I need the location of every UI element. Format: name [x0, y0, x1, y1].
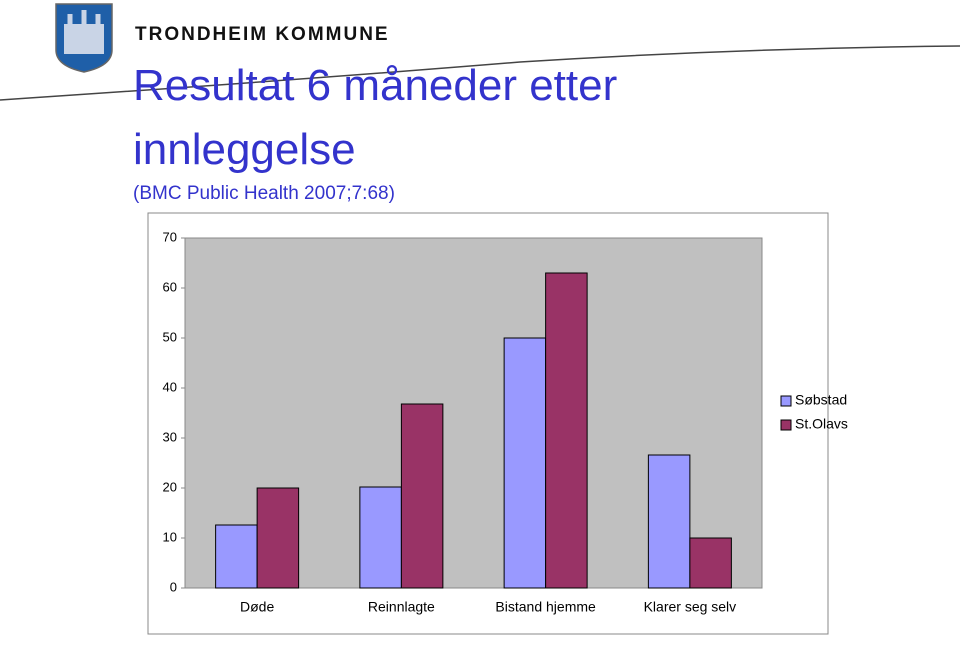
y-tick-label: 40	[163, 379, 177, 394]
subtitle: (BMC Public Health 2007;7:68)	[133, 183, 395, 204]
x-tick-label: Reinnlagte	[368, 599, 435, 615]
x-tick-label: Døde	[240, 599, 274, 615]
legend-swatch	[780, 395, 792, 407]
legend-swatch	[780, 419, 792, 431]
bar	[545, 272, 588, 589]
decor-line	[0, 45, 960, 101]
bar	[400, 403, 444, 589]
legend-label: Søbstad	[795, 392, 847, 408]
y-tick-label: 50	[163, 329, 177, 344]
y-tick-label: 10	[163, 529, 177, 544]
organization: TRONDHEIM KOMMUNE	[135, 24, 390, 45]
x-tick-label: Klarer seg selv	[644, 599, 737, 615]
title: Resultat 6 måneder etter innleggelse	[133, 61, 617, 174]
y-tick-label: 70	[163, 229, 177, 244]
logo	[55, 3, 113, 73]
bar	[689, 537, 732, 589]
x-tick-label: Bistand hjemme	[495, 599, 596, 615]
y-tick-label: 30	[163, 429, 177, 444]
y-tick-label: 60	[163, 279, 177, 294]
y-tick-label: 0	[170, 579, 177, 594]
bar	[215, 524, 258, 589]
bar	[503, 337, 547, 589]
bar	[359, 486, 402, 589]
y-tick-label: 20	[163, 479, 177, 494]
bar	[647, 454, 691, 589]
legend-label: St.Olavs	[795, 416, 848, 432]
bar	[256, 487, 300, 589]
